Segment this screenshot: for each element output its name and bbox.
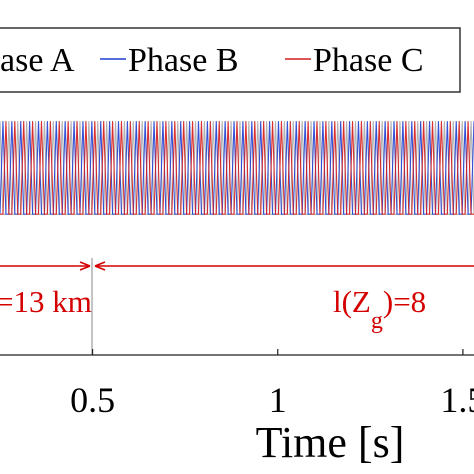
legend-label: Phase B — [128, 42, 239, 79]
arrow-head — [79, 261, 91, 271]
legend-label: ase A — [0, 42, 75, 79]
x-tick-label: 0.5 — [70, 380, 115, 420]
x-axis-label: Time [s] — [256, 418, 405, 467]
annotation: =13 km — [0, 284, 92, 319]
x-tick-label: 1 — [269, 380, 287, 420]
annotation-part: )=8 — [383, 284, 426, 319]
arrow-head — [94, 261, 106, 271]
series-line — [0, 121, 474, 215]
annotation-part: l(Z — [333, 284, 371, 319]
annotation: l(Zg)=8 — [333, 284, 426, 334]
annotation-subscript: g — [371, 308, 383, 334]
legend-label: Phase C — [313, 42, 424, 79]
legend-box — [0, 27, 461, 93]
x-tick-label: 1.5 — [440, 380, 474, 420]
plot-lines — [0, 121, 474, 215]
series-line — [0, 121, 474, 215]
